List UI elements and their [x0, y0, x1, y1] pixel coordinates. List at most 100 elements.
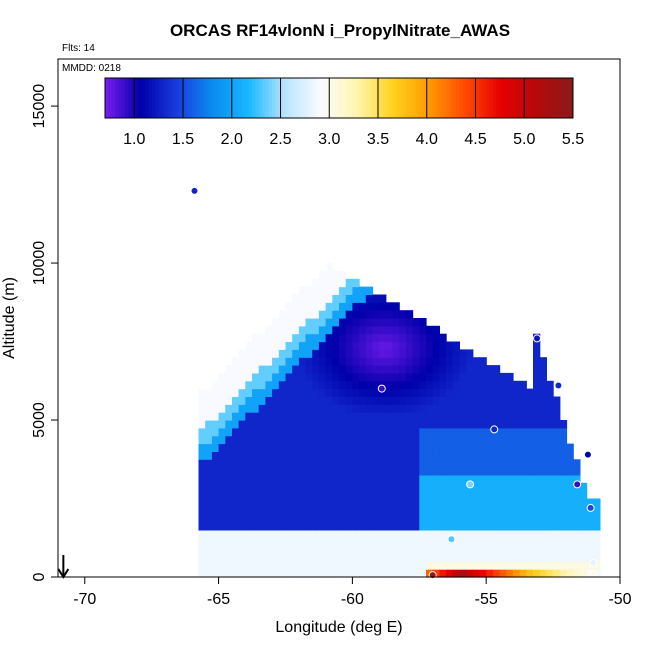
colorbar-strip — [312, 78, 317, 118]
heatmap-cell — [432, 498, 440, 507]
heatmap-cell — [513, 467, 521, 476]
heatmap-cell — [533, 459, 541, 468]
heatmap-cell — [305, 302, 313, 311]
colorbar-strip — [546, 78, 551, 118]
heatmap-cell — [258, 443, 266, 452]
heatmap-cell — [419, 325, 427, 335]
heatmap-cell — [352, 318, 360, 327]
heatmap-cell — [546, 380, 554, 390]
heatmap-cell — [546, 420, 554, 429]
heatmap-cell — [218, 467, 226, 476]
heatmap-cell — [372, 537, 380, 547]
heatmap-cell — [345, 459, 353, 468]
heatmap-cell — [459, 467, 467, 476]
heatmap-cell — [372, 349, 380, 358]
heatmap-cell — [332, 443, 340, 452]
heatmap-cell — [492, 365, 501, 374]
heatmap-cell — [352, 310, 360, 319]
heatmap-cell — [385, 310, 394, 319]
heatmap-cell — [372, 459, 380, 468]
heatmap-cell — [225, 561, 233, 570]
heatmap-cell — [379, 357, 387, 366]
heatmap-cell — [359, 372, 367, 382]
heatmap-cell — [499, 459, 507, 468]
heatmap-cell — [405, 459, 414, 468]
heatmap-cell — [426, 333, 434, 343]
heatmap-cell — [365, 537, 374, 547]
heatmap-cell — [292, 443, 300, 452]
heatmap-cell — [539, 427, 547, 437]
colorbar-tick-label: 2.5 — [269, 131, 291, 148]
heatmap-cell — [339, 270, 347, 280]
heatmap-cell — [533, 443, 541, 452]
heatmap-cell — [492, 451, 501, 460]
heatmap-cell — [553, 506, 561, 515]
heatmap-cell — [325, 263, 333, 272]
heatmap-cell — [426, 427, 434, 437]
x-tick-label: -60 — [341, 591, 364, 608]
heatmap-cell — [325, 482, 333, 492]
colorbar-strip — [402, 78, 407, 118]
colorbar-strip — [405, 78, 410, 118]
heatmap-cell — [559, 443, 568, 452]
heatmap-cell — [258, 427, 266, 437]
heatmap-cell — [506, 498, 514, 507]
heatmap-cell — [519, 443, 527, 452]
heatmap-cell — [385, 522, 394, 531]
heatmap-cell — [553, 427, 561, 437]
heatmap-cell — [385, 412, 394, 421]
heatmap-cell — [466, 365, 474, 374]
heatmap-cell — [312, 537, 320, 547]
heatmap-cell — [379, 372, 387, 382]
heatmap-cell — [365, 372, 374, 382]
heatmap-cell — [352, 420, 360, 429]
colorbar-strip — [108, 78, 113, 118]
heatmap-cell — [205, 506, 213, 515]
heatmap-cell — [486, 372, 494, 382]
heatmap-cell — [272, 396, 280, 405]
heatmap-cell — [318, 278, 327, 288]
heatmap-cell — [559, 490, 568, 500]
heatmap-cell — [325, 514, 333, 523]
heatmap-cell — [272, 318, 280, 327]
heatmap-cell — [513, 529, 521, 539]
colorbar-strip — [308, 78, 313, 118]
heatmap-cell — [479, 357, 487, 366]
heatmap-cell — [519, 482, 527, 492]
heatmap-cell — [573, 506, 581, 515]
heatmap-cell — [325, 349, 333, 358]
heatmap-cell — [292, 498, 300, 507]
heatmap-cell — [325, 388, 333, 397]
heatmap-cell — [492, 404, 501, 413]
heatmap-cell — [439, 467, 447, 476]
heatmap-cell — [312, 561, 320, 570]
heatmap-cell — [198, 553, 206, 562]
heatmap-cell — [292, 396, 300, 405]
heatmap-cell — [352, 388, 360, 397]
heatmap-cell — [365, 529, 374, 539]
heatmap-cell — [385, 569, 394, 578]
heatmap-cell — [566, 443, 574, 452]
heatmap-cell — [533, 537, 541, 547]
heatmap-cell — [252, 435, 260, 445]
x-tick-label: -50 — [608, 591, 631, 608]
heatmap-cell — [312, 514, 320, 523]
heatmap-cell — [245, 467, 253, 476]
heatmap-cell — [379, 443, 387, 452]
heatmap-cell — [419, 514, 427, 523]
heatmap-cell — [345, 357, 353, 366]
heatmap-cell — [452, 561, 460, 570]
heatmap-cell — [198, 561, 206, 570]
heatmap-cell — [405, 529, 414, 539]
heatmap-cell — [325, 467, 333, 476]
heatmap-cell — [405, 420, 414, 429]
heatmap-cell — [332, 349, 340, 358]
heatmap-cell — [533, 365, 541, 374]
heatmap-cell — [419, 420, 427, 429]
heatmap-cell — [298, 506, 307, 515]
heatmap-cell — [318, 514, 327, 523]
heatmap-cell — [466, 506, 474, 515]
heatmap-cell — [365, 561, 374, 570]
colorbar-strip — [542, 78, 547, 118]
colorbar-strip — [178, 78, 183, 118]
